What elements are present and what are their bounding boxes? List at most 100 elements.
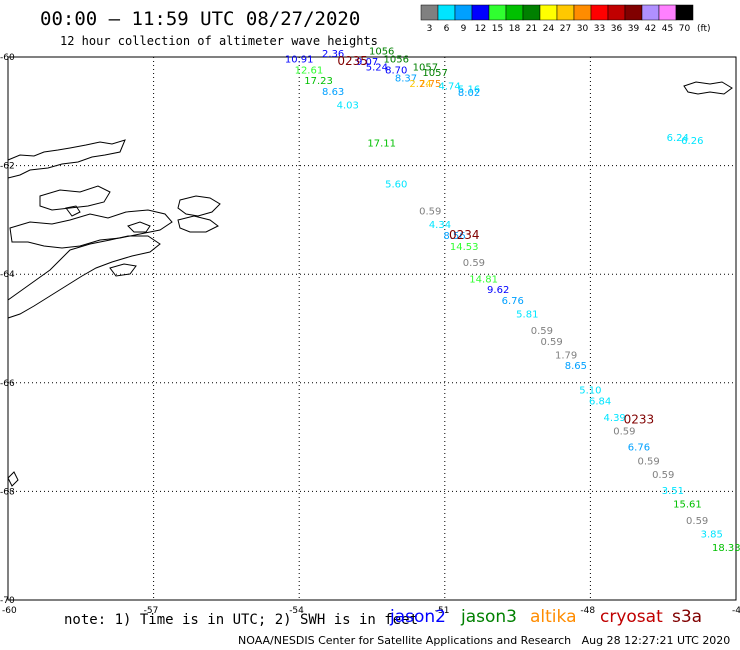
- data-point-label: 9.62: [487, 285, 509, 296]
- color-scale-swatch: [641, 4, 660, 21]
- data-point-label: 3.85: [701, 530, 723, 541]
- y-tick-label: -60: [0, 53, 15, 63]
- footer-credit: NOAA/NESDIS Center for Satellite Applica…: [238, 634, 730, 647]
- y-tick-label: -70: [0, 596, 15, 606]
- x-tick-label: -48: [580, 606, 595, 616]
- color-scale-label: 24: [543, 24, 555, 34]
- data-point-label: 0.59: [531, 326, 553, 337]
- data-point-label: 8.70: [385, 65, 407, 76]
- data-point-label: 5.60: [385, 179, 407, 190]
- data-point-label: 6.84: [589, 397, 611, 408]
- color-scale-swatch: [573, 4, 592, 21]
- color-scale-swatch: [539, 4, 558, 21]
- data-point-label: 0.59: [652, 470, 674, 481]
- data-point-label: 0.59: [613, 426, 635, 437]
- data-point-label: 4.39: [604, 413, 626, 424]
- data-point-label: 0.59: [419, 206, 441, 217]
- data-point-label: 6.76: [628, 443, 650, 454]
- data-point-label: 2.36: [322, 49, 344, 60]
- data-point-label: 2.75: [419, 79, 441, 90]
- color-scale-swatch: [522, 4, 541, 21]
- color-scale-label: 18: [509, 24, 521, 34]
- data-point-label: 8.37: [395, 73, 417, 84]
- data-point-label: 0.59: [638, 456, 660, 467]
- chart-title: 00:00 – 11:59 UTC 08/27/2020: [40, 8, 361, 30]
- plot-area: -57 -54 -51 -48 -45 -60 -60 -62 -64 -66 -68 -70: [0, 53, 740, 616]
- color-scale-swatch: [488, 4, 507, 21]
- data-point-label: 1057: [422, 68, 447, 79]
- data-point-label: 15.61: [673, 500, 702, 511]
- color-scale-swatch: [454, 4, 473, 21]
- color-scale-label: 70: [679, 24, 691, 34]
- data-point-label: 5.81: [516, 310, 538, 321]
- color-scale-label: 36: [611, 24, 623, 34]
- data-point-label: 4.03: [337, 101, 359, 112]
- data-point-label: 10.91: [285, 54, 314, 65]
- y-tick-label: -64: [0, 270, 15, 280]
- data-point-label: 1.79: [555, 350, 577, 361]
- x-tick-label: -45: [732, 606, 740, 616]
- data-point-label: 1057: [413, 63, 438, 74]
- data-point-label: 4.34: [429, 220, 451, 231]
- data-point-label: 6.24: [667, 133, 689, 144]
- x-tick-label: -57: [144, 606, 159, 616]
- data-point-label: 8.02: [458, 88, 480, 99]
- data-point-label: 0.59: [540, 337, 562, 348]
- data-point-label: 2.74: [409, 79, 431, 90]
- data-point-label: 1056: [384, 54, 409, 65]
- x-tick-label: -51: [435, 606, 450, 616]
- color-scale-label: 15: [492, 24, 503, 34]
- data-point-label: 8.63: [322, 87, 344, 98]
- legend-s3a: s3a: [672, 607, 703, 627]
- data-point-label: 14.53: [450, 242, 479, 253]
- data-point-label: 14.81: [469, 274, 498, 285]
- data-point-label: 18.33: [712, 543, 740, 554]
- data-point-label: 17.23: [304, 76, 333, 87]
- footer-note: note: 1) Time is in UTC; 2) SWH is in fe…: [64, 612, 419, 628]
- legend-jason2: jason2: [390, 607, 446, 627]
- color-scale-label: 33: [594, 24, 605, 34]
- color-scale-swatch: [675, 4, 694, 21]
- data-point-label: 17.11: [367, 139, 396, 150]
- data-point-label: 1056: [369, 46, 394, 57]
- color-scale-swatch: [505, 4, 524, 21]
- color-scale-label: 9: [461, 24, 467, 34]
- pass-time-label: 0234: [449, 228, 480, 242]
- data-point-label: 12.61: [295, 65, 324, 76]
- color-scale-swatch: [556, 4, 575, 21]
- credit-text: NOAA/NESDIS Center for Satellite Applica…: [238, 634, 572, 647]
- x-tick-label: -60: [2, 606, 17, 616]
- color-scale-label: 45: [662, 24, 673, 34]
- color-scale-label: 21: [526, 24, 537, 34]
- data-point-label: 8.56: [443, 231, 465, 242]
- color-scale-label: 3: [427, 24, 433, 34]
- color-scale-label: 27: [560, 24, 571, 34]
- data-point-label: 5.10: [579, 386, 601, 397]
- data-point-label: 0.59: [463, 258, 485, 269]
- chart-subtitle: 12 hour collection of altimeter wave hei…: [60, 34, 378, 48]
- color-scale-swatch: [420, 4, 439, 21]
- pass-time-label: 0233: [624, 413, 655, 427]
- color-scale-label: 42: [645, 24, 656, 34]
- y-tick-label: -66: [0, 379, 15, 389]
- color-scale-label: 12: [475, 24, 486, 34]
- x-tick-label: -54: [289, 606, 304, 616]
- data-point-label: 6.76: [502, 296, 524, 307]
- legend-altika: altika: [530, 607, 577, 627]
- pass-time-label: 0235: [337, 54, 368, 68]
- color-scale-label: 39: [628, 24, 640, 34]
- data-point-label: 9.07: [356, 57, 378, 68]
- data-point-label: 8.65: [565, 361, 587, 372]
- data-point-label: 3.51: [662, 486, 684, 497]
- legend-jason3: jason3: [461, 607, 517, 627]
- color-scale-swatch: [658, 4, 677, 21]
- color-scale-swatch: [437, 4, 456, 21]
- color-scale-label: 30: [577, 24, 589, 34]
- data-point-label: 5.24: [366, 63, 388, 74]
- color-scale-unit: (ft): [697, 24, 711, 34]
- color-scale-swatch: [607, 4, 626, 21]
- color-scale-swatch: [624, 4, 643, 21]
- y-tick-label: -62: [0, 162, 15, 172]
